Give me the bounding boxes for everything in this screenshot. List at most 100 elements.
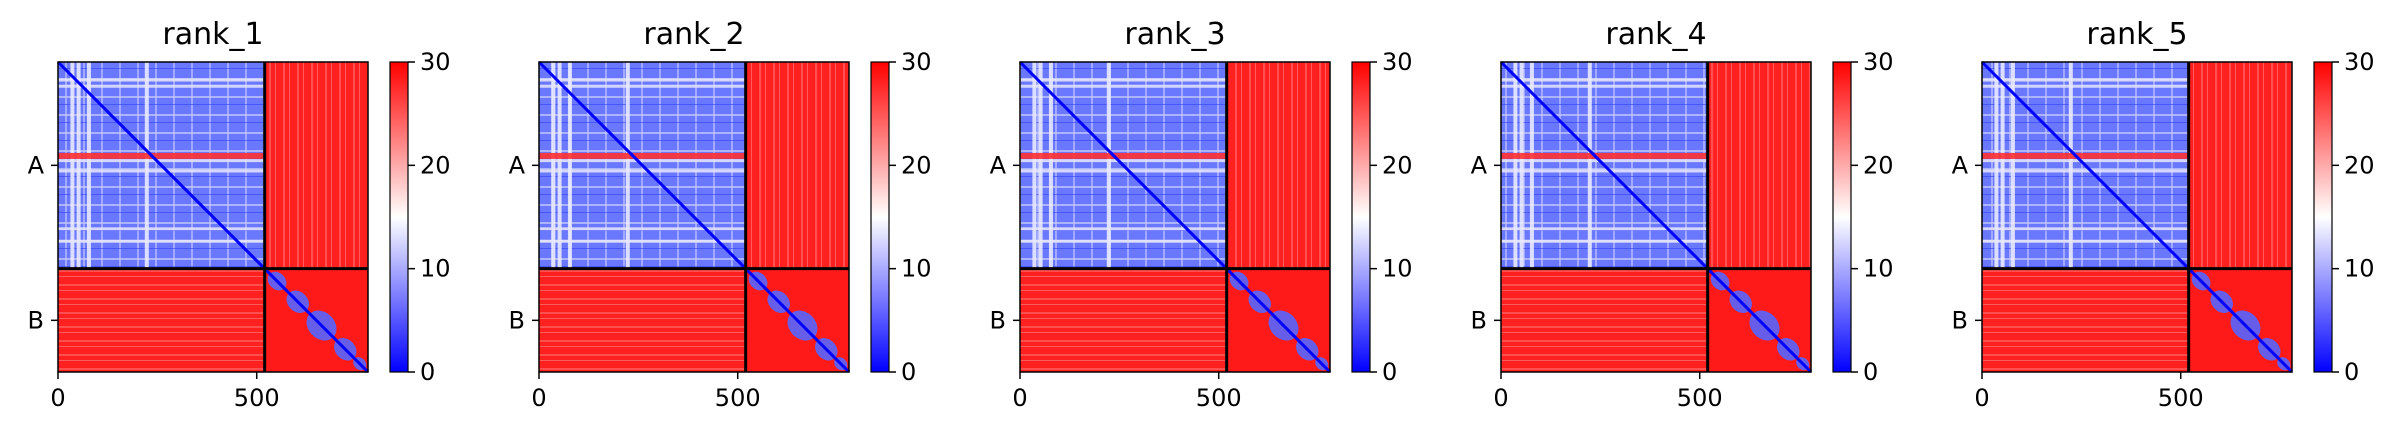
band-horizontal — [539, 78, 746, 82]
band-vertical — [1038, 62, 1043, 269]
y-tick-label-chain: A — [509, 151, 526, 179]
band-vertical — [86, 62, 91, 269]
band-horizontal — [58, 227, 265, 231]
band-horizontal — [1501, 78, 1708, 82]
band-horizontal — [1020, 78, 1227, 82]
band-horizontal — [1982, 227, 2189, 231]
band-horizontal — [1501, 84, 1708, 88]
block-B-A — [58, 268, 265, 372]
y-tick-label-chain: A — [28, 151, 45, 179]
colorbar-tick-label: 30 — [1863, 48, 1894, 76]
colorbar-tick-label: 20 — [901, 151, 932, 179]
colorbar-tick-label: 10 — [1863, 255, 1894, 283]
block-B-A — [1501, 268, 1708, 372]
band-vertical — [625, 62, 630, 269]
band-vertical — [1513, 62, 1518, 269]
diagonal — [1499, 60, 1813, 374]
colorbar — [389, 61, 409, 373]
colorbar-tick-label: 20 — [2344, 151, 2375, 179]
band-horizontal — [539, 159, 746, 163]
band-vertical — [567, 62, 572, 269]
band-horizontal — [1501, 159, 1708, 163]
band-horizontal — [539, 169, 746, 173]
band-vertical — [1587, 62, 1592, 269]
band-vertical — [1994, 62, 1999, 269]
band-vertical — [76, 62, 81, 269]
band-horizontal — [539, 227, 746, 231]
band-vertical — [1106, 62, 1111, 269]
plot-frame — [1500, 61, 1812, 373]
band-horizontal — [1020, 227, 1227, 231]
x-tick-label: 500 — [2158, 384, 2204, 412]
band-vertical — [1048, 62, 1053, 269]
diagonal — [537, 60, 851, 374]
panel-title: rank_5 — [2086, 17, 2187, 52]
band-horizontal — [539, 239, 746, 243]
band-red — [1982, 152, 2189, 159]
band-vertical — [1032, 62, 1037, 269]
band-horizontal — [58, 169, 265, 173]
colorbar-tick-label: 20 — [1382, 151, 1413, 179]
band-horizontal — [1020, 159, 1227, 163]
colorbar-tick-label: 20 — [420, 151, 451, 179]
x-tick-label: 500 — [715, 384, 761, 412]
colorbar — [2313, 61, 2333, 373]
block-A-B — [1226, 62, 1330, 269]
band-horizontal — [1982, 84, 2189, 88]
band-horizontal — [1982, 239, 2189, 243]
band-horizontal — [58, 159, 265, 163]
band-vertical — [70, 62, 75, 269]
y-tick-label-chain: B — [28, 306, 44, 334]
band-horizontal — [1982, 169, 2189, 173]
x-tick-label: 500 — [1196, 384, 1242, 412]
band-horizontal — [58, 78, 265, 82]
colorbar-tick-label: 0 — [1382, 358, 1397, 386]
band-horizontal — [1020, 169, 1227, 173]
band-vertical — [144, 62, 149, 269]
band-red — [58, 152, 265, 159]
y-tick-label-chain: A — [1471, 151, 1488, 179]
y-tick-label-chain: A — [1952, 151, 1969, 179]
colorbar-tick-label: 30 — [1382, 48, 1413, 76]
band-red — [1501, 152, 1708, 159]
band-horizontal — [1501, 169, 1708, 173]
band-horizontal — [1982, 78, 2189, 82]
colorbar — [870, 61, 890, 373]
band-vertical — [1529, 62, 1534, 269]
block-A-B — [264, 62, 368, 269]
pae-panel: rank_4 0 500 A B 0 10 20 30 — [1471, 17, 1894, 412]
block-B-A — [1020, 268, 1227, 372]
x-tick-label: 0 — [1012, 384, 1027, 412]
x-tick-label: 500 — [234, 384, 280, 412]
band-horizontal — [1020, 239, 1227, 243]
colorbar-tick-label: 0 — [1863, 358, 1878, 386]
colorbar-tick-label: 30 — [2344, 48, 2375, 76]
colorbar — [1832, 61, 1852, 373]
y-tick-label-chain: B — [1471, 306, 1487, 334]
colorbar-tick-label: 10 — [1382, 255, 1413, 283]
colorbar — [1351, 61, 1371, 373]
colorbar-tick-label: 30 — [420, 48, 451, 76]
block-A-B — [745, 62, 849, 269]
block-A-B — [1707, 62, 1811, 269]
band-horizontal — [58, 239, 265, 243]
band-horizontal — [539, 84, 746, 88]
diagonal — [56, 60, 370, 374]
block-B-A — [539, 268, 746, 372]
band-vertical — [2010, 62, 2015, 269]
colorbar-tick-label: 0 — [420, 358, 435, 386]
y-tick-label-chain: B — [990, 306, 1006, 334]
colorbar-tick-label: 30 — [901, 48, 932, 76]
plot-frame — [57, 61, 369, 373]
panel-title: rank_2 — [643, 17, 744, 52]
plot-frame — [1019, 61, 1331, 373]
block-B-A — [1982, 268, 2189, 372]
pae-panel: rank_3 0 500 A B 0 10 20 30 — [990, 17, 1413, 412]
band-horizontal — [58, 84, 265, 88]
colorbar-tick-label: 10 — [901, 255, 932, 283]
band-vertical — [2068, 62, 2073, 269]
x-tick-label: 500 — [1677, 384, 1723, 412]
y-tick-label-chain: A — [990, 151, 1007, 179]
panel-title: rank_3 — [1124, 17, 1225, 52]
